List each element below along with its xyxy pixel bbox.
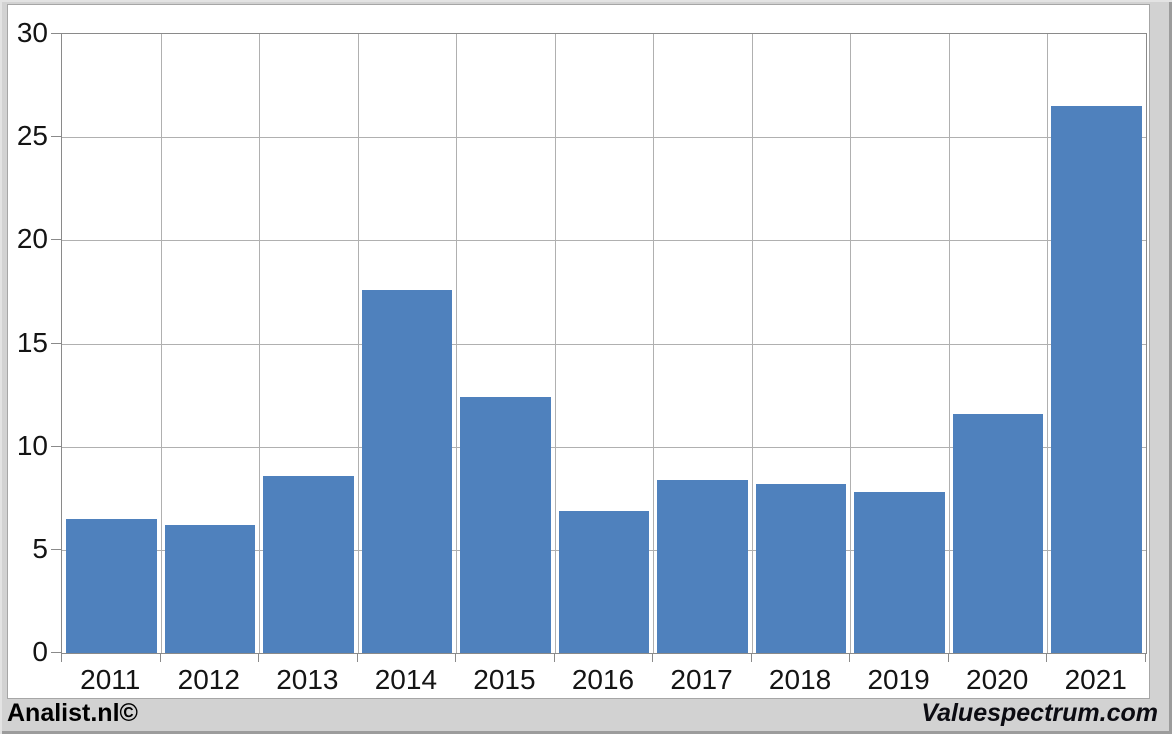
- x-tick-label-2011: 2011: [80, 664, 141, 695]
- bar-2018: [755, 483, 847, 653]
- bar-2017: [657, 479, 748, 653]
- y-tick-label-30: 30: [16, 17, 48, 48]
- footer-bar: Analist.nl© Valuespectrum.com: [0, 697, 1172, 734]
- v-gridline-4: [456, 34, 457, 653]
- x-tick-7: [751, 654, 752, 662]
- x-tick-label-2015: 2015: [473, 664, 536, 695]
- x-tick-0: [61, 654, 62, 662]
- chart-panel: 0 5 10 15 20 25 30 2011 2012 2013 2014 2015 2016 2017…: [7, 4, 1150, 699]
- plot-area: [61, 33, 1147, 654]
- bar-2019: [854, 492, 945, 653]
- x-tick-11: [1145, 654, 1146, 662]
- y-tick-label-0: 0: [32, 636, 48, 667]
- v-gridline-1: [161, 34, 162, 653]
- y-tick-25: [51, 136, 61, 137]
- v-gridline-8: [850, 34, 851, 653]
- y-tick-5: [51, 549, 61, 550]
- h-gridline-15: [62, 343, 1146, 345]
- y-tick-label-25: 25: [16, 120, 48, 152]
- y-tick-20: [51, 239, 61, 240]
- x-tick-9: [948, 654, 949, 662]
- bar-2015: [460, 397, 551, 653]
- valuespectrum-credit-label: Valuespectrum.com: [921, 699, 1158, 727]
- bar-2013: [263, 475, 354, 653]
- bar-2021: [1051, 106, 1142, 653]
- x-tick-6: [652, 654, 653, 662]
- x-tick-5: [554, 654, 555, 662]
- v-gridline-5: [555, 34, 556, 653]
- x-tick-2: [258, 654, 259, 662]
- v-gridline-7: [752, 34, 753, 653]
- v-gridline-2: [259, 34, 260, 653]
- y-tick-0: [51, 652, 61, 653]
- y-tick-label-20: 20: [16, 223, 48, 255]
- v-gridline-9: [949, 34, 950, 653]
- x-tick-label-2017: 2017: [670, 664, 733, 695]
- y-tick-label-10: 10: [16, 429, 48, 461]
- x-tick-label-2020: 2020: [966, 664, 1029, 695]
- h-gridline-10: [62, 446, 1146, 448]
- x-tick-label-2014: 2014: [374, 664, 438, 695]
- v-gridline-6: [653, 34, 654, 653]
- x-tick-1: [160, 654, 161, 662]
- x-tick-label-2012: 2012: [177, 664, 240, 695]
- x-tick-10: [1046, 654, 1047, 662]
- x-tick-8: [849, 654, 850, 662]
- bar-2020: [952, 413, 1044, 653]
- x-tick-4: [455, 654, 456, 662]
- x-tick-label-2021: 2021: [1064, 664, 1127, 695]
- bar-2016: [558, 510, 650, 653]
- y-tick-10: [51, 446, 61, 447]
- x-tick-label-2013: 2013: [276, 664, 339, 695]
- x-tick-label-2019: 2019: [867, 664, 930, 695]
- v-gridline-3: [358, 34, 359, 653]
- h-gridline-25: [62, 137, 1146, 139]
- bar-2014: [361, 289, 453, 653]
- x-tick-3: [357, 654, 358, 662]
- y-tick-label-5: 5: [32, 532, 48, 564]
- y-tick-15: [51, 343, 61, 344]
- bar-2012: [164, 525, 256, 653]
- y-tick-label-15: 15: [16, 326, 48, 358]
- x-tick-label-2016: 2016: [571, 664, 635, 695]
- analist-credit-label: Analist.nl©: [7, 699, 138, 727]
- x-tick-label-2018: 2018: [768, 664, 832, 695]
- v-gridline-10: [1047, 34, 1048, 653]
- y-tick-30: [51, 33, 61, 34]
- bar-2011: [66, 518, 157, 653]
- h-gridline-20: [62, 240, 1146, 242]
